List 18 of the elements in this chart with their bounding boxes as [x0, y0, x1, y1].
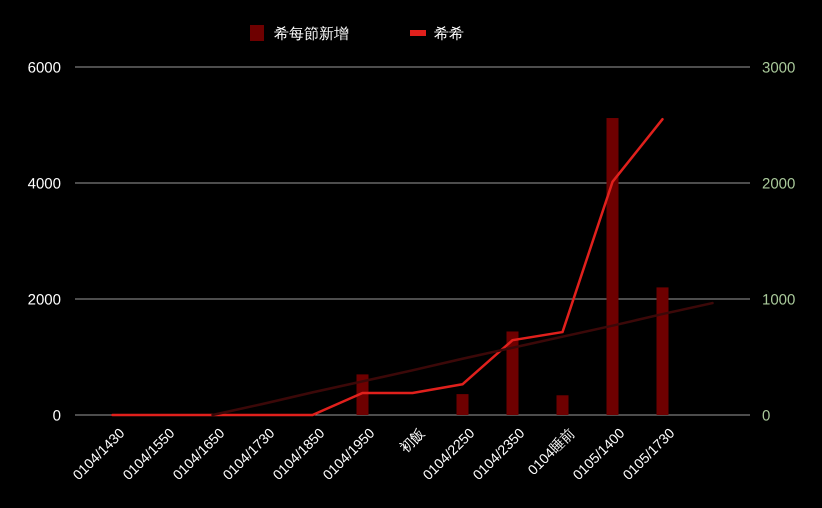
- y-tick-label: 0: [52, 407, 61, 424]
- bar: [656, 287, 668, 415]
- bar: [606, 118, 618, 415]
- y2-tick-label: 3000: [762, 59, 796, 76]
- y-tick-label: 6000: [28, 59, 61, 76]
- bar: [456, 394, 468, 415]
- x-tick-label: 初飯: [396, 424, 428, 456]
- legend-label: 希希: [434, 25, 464, 42]
- y-tick-label: 4000: [28, 175, 61, 192]
- y2-tick-label: 0: [762, 407, 770, 424]
- line-series: [211, 302, 714, 416]
- bar: [506, 331, 518, 415]
- legend-label: 希每節新增: [274, 25, 349, 42]
- y-tick-label: 2000: [28, 291, 61, 308]
- line-series: [111, 118, 664, 416]
- bar: [556, 395, 568, 415]
- y2-tick-label: 1000: [762, 291, 796, 308]
- y2-tick-label: 2000: [762, 175, 796, 192]
